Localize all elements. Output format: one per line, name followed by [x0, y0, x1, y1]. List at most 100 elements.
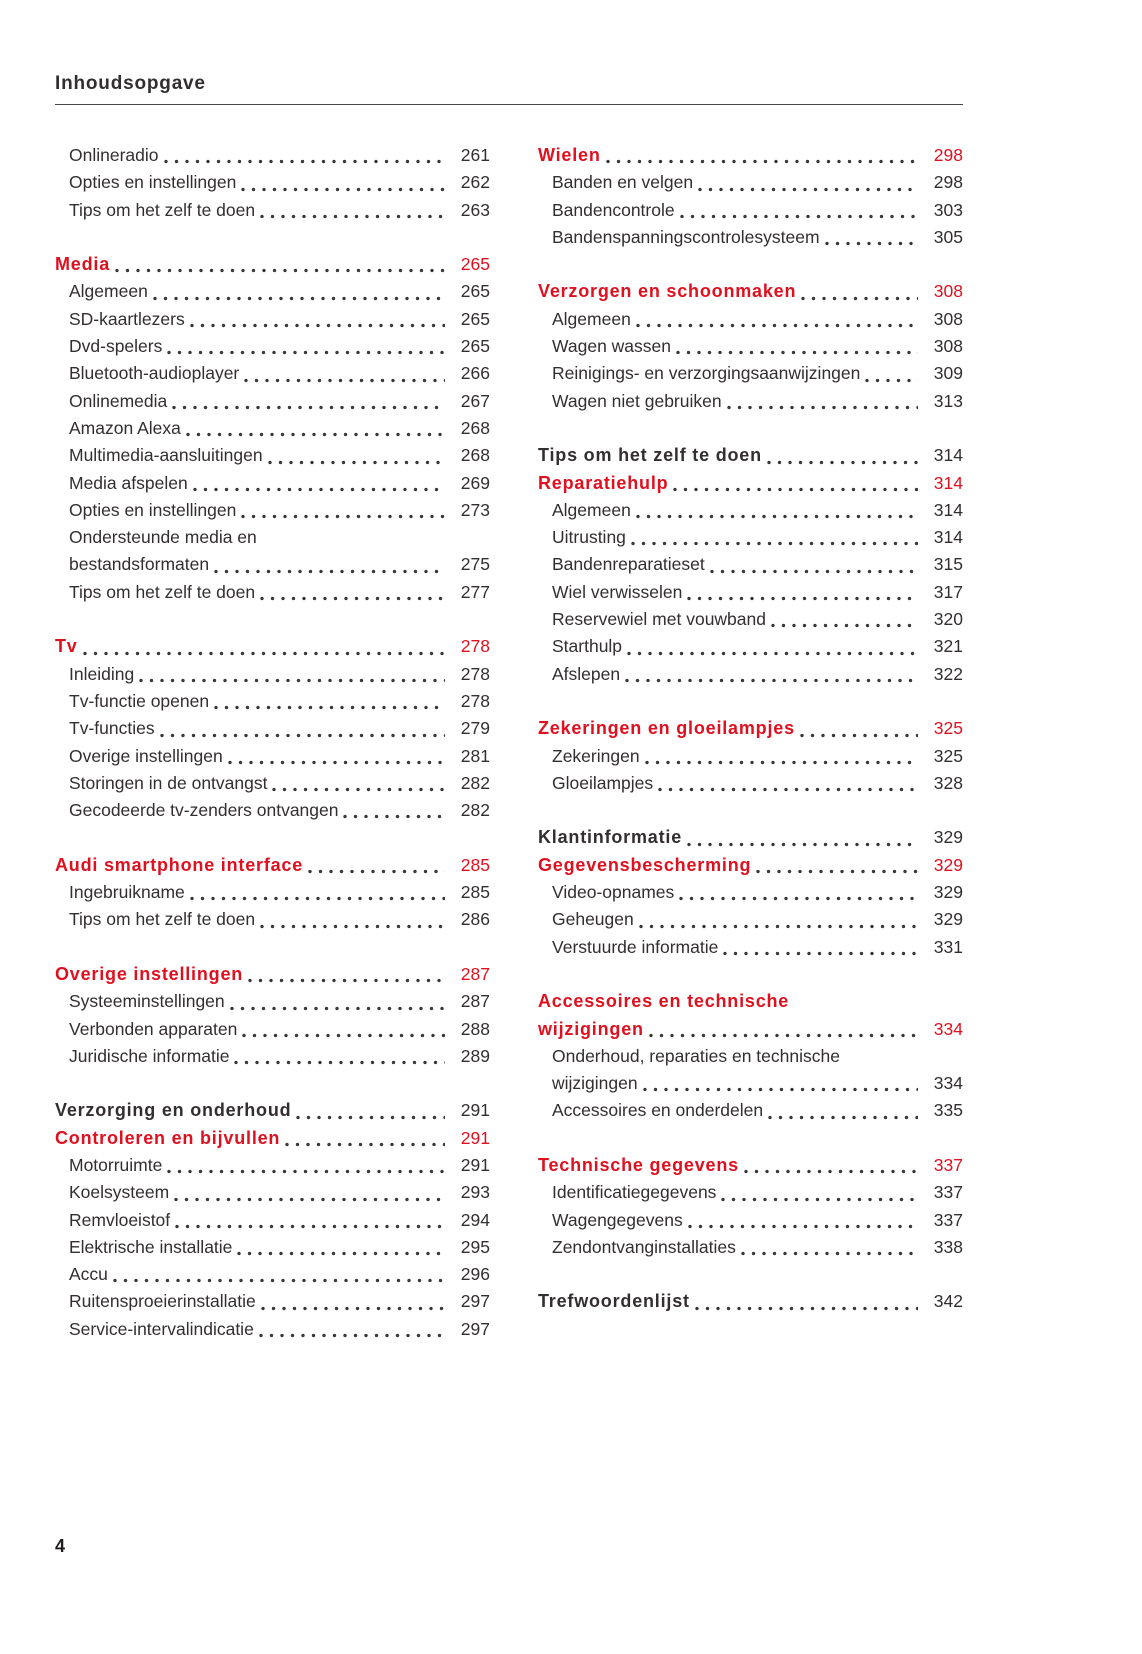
dot-leader	[723, 949, 918, 957]
toc-entry-label: Overige instellingen	[69, 745, 223, 766]
toc-entry-page: 279	[460, 718, 490, 739]
toc-entry-label: Gegevensbescherming	[538, 854, 752, 875]
toc-entry-page: 308	[933, 308, 963, 329]
toc-entry-label: Reparatiehulp	[538, 472, 669, 493]
toc-entry-label: Zekeringen	[552, 745, 640, 766]
dot-leader	[260, 212, 445, 220]
toc-columns: Onlineradio 261 Opties en instellingen 262 T…	[55, 142, 963, 1343]
dot-leader	[679, 212, 918, 220]
toc-entry: Storingen in de ontvangst 282	[55, 770, 490, 797]
dot-leader	[185, 431, 445, 439]
toc-entry-label: Verzorgen en schoonmaken	[538, 281, 797, 302]
dot-leader	[241, 513, 445, 521]
toc-entry-page: 286	[460, 909, 490, 930]
toc-entry: Accu 296	[55, 1261, 490, 1288]
dot-leader	[630, 540, 918, 548]
toc-heading: Overige instellingen 287	[55, 961, 490, 988]
toc-col-right: Wielen 298 Banden en velgen 298 Bandencontro…	[538, 142, 963, 1343]
dot-leader	[698, 185, 918, 193]
toc-entry: Accessoires en onderdelen 335	[538, 1097, 963, 1124]
toc-section: Media 265 Algemeen 265 SD-kaartlezers 265 Dvd-…	[55, 251, 490, 606]
toc-entry-label: Accu	[69, 1264, 108, 1285]
toc-heading: Audi smartphone interface 285	[55, 852, 490, 879]
toc-heading: Controleren en bijvullen 291	[55, 1125, 490, 1152]
toc-entry-label: Media afspelen	[69, 472, 188, 493]
toc-heading: Media 265	[55, 251, 490, 278]
toc-section: Zekeringen en gloeilampjes 325 Zekeringen 3…	[538, 715, 963, 797]
dot-leader	[343, 813, 445, 821]
toc-entry: Ondersteunde media en	[55, 524, 490, 551]
dot-leader	[167, 349, 445, 357]
toc-entry-page: 275	[460, 554, 490, 575]
toc-entry-page: 291	[460, 1154, 490, 1175]
toc-entry: Reinigings- en verzorgingsaanwijzingen 30…	[538, 360, 963, 387]
toc-entry-label: Overige instellingen	[55, 963, 244, 984]
dot-leader	[260, 922, 445, 930]
toc-entry-page: 265	[460, 308, 490, 329]
dot-leader	[237, 1250, 445, 1258]
toc-entry-page: 285	[460, 882, 490, 903]
dot-leader	[673, 485, 918, 493]
toc-entry-page: 265	[460, 336, 490, 357]
toc-entry-label: Reservewiel met vouwband	[552, 609, 766, 630]
toc-section: Verzorgen en schoonmaken 308 Algemeen 308 Wa…	[538, 278, 963, 414]
toc-entry-page: 309	[933, 363, 963, 384]
toc-entry-page: 298	[933, 172, 963, 193]
toc-heading: Tips om het zelf te doen 314	[538, 442, 963, 469]
toc-entry-page: 331	[933, 936, 963, 957]
toc-entry-label: Zekeringen en gloeilampjes	[538, 718, 795, 739]
toc-entry: Gecodeerde tv-zenders ontvangen 282	[55, 797, 490, 824]
toc-entry: Koelsysteem 293	[55, 1179, 490, 1206]
toc-entry-label: Bandencontrole	[552, 199, 675, 220]
toc-entry-page: 328	[933, 772, 963, 793]
toc-entry: Remvloeistof 294	[55, 1207, 490, 1234]
dot-leader	[163, 158, 445, 166]
toc-entry-label: Tips om het zelf te doen	[69, 199, 256, 220]
dot-leader	[740, 1250, 918, 1258]
toc-section: Onlineradio 261 Opties en instellingen 262 T…	[55, 142, 490, 224]
dot-leader	[743, 1168, 918, 1176]
toc-entry-label: Service-intervalindicatie	[69, 1318, 254, 1339]
toc-entry: Tv-functies 279	[55, 715, 490, 742]
toc-entry-page: 294	[460, 1209, 490, 1230]
toc-entry-page: 329	[933, 827, 963, 848]
toc-entry: Zekeringen 325	[538, 743, 963, 770]
dot-leader	[172, 403, 445, 411]
toc-entry-page: 278	[460, 690, 490, 711]
toc-entry-label: Tips om het zelf te doen	[538, 445, 762, 466]
toc-entry-label: Starthulp	[552, 636, 623, 657]
page-title: Inhoudsopgave	[55, 73, 206, 94]
toc-entry-label: Controleren en bijvullen	[55, 1127, 281, 1148]
toc-entry-page: 342	[933, 1291, 963, 1312]
dot-leader	[726, 403, 918, 411]
toc-entry: Video-opnames 329	[538, 879, 963, 906]
toc-section: Audi smartphone interface 285 Ingebruiknam…	[55, 852, 490, 934]
toc-entry-label: Algemeen	[552, 499, 631, 520]
toc-heading: wijzigingen 334	[538, 1016, 963, 1043]
toc-entry: Afslepen 322	[538, 661, 963, 688]
toc-entry-label: Opties en instellingen	[69, 172, 237, 193]
toc-entry-page: 329	[933, 882, 963, 903]
toc-entry-label: Verbonden apparaten	[69, 1018, 238, 1039]
dot-leader	[768, 1113, 918, 1121]
toc-entry-page: 289	[460, 1045, 490, 1066]
toc-entry: Wagengegevens 337	[538, 1207, 963, 1234]
toc-entry: Onlinemedia 267	[55, 388, 490, 415]
toc-entry-label: bestandsformaten	[69, 554, 210, 575]
toc-entry: wijzigingen 334	[538, 1070, 963, 1097]
dot-leader	[605, 158, 918, 166]
toc-entry-page: 282	[460, 800, 490, 821]
toc-entry-page: 313	[933, 390, 963, 411]
toc-entry: Ruitensproeierinstallatie 297	[55, 1288, 490, 1315]
toc-entry: Media afspelen 269	[55, 470, 490, 497]
toc-entry-label: Tv-functies	[69, 718, 155, 739]
toc-entry-page: 291	[460, 1100, 490, 1121]
toc-entry-page: 308	[933, 281, 963, 302]
toc-entry-label: Koelsysteem	[69, 1182, 170, 1203]
dot-leader	[189, 895, 445, 903]
toc-entry-page: 278	[460, 663, 490, 684]
toc-entry-page: 325	[933, 745, 963, 766]
dot-leader	[801, 294, 918, 302]
toc-entry-page: 295	[460, 1236, 490, 1257]
toc-entry: Ingebruikname 285	[55, 879, 490, 906]
